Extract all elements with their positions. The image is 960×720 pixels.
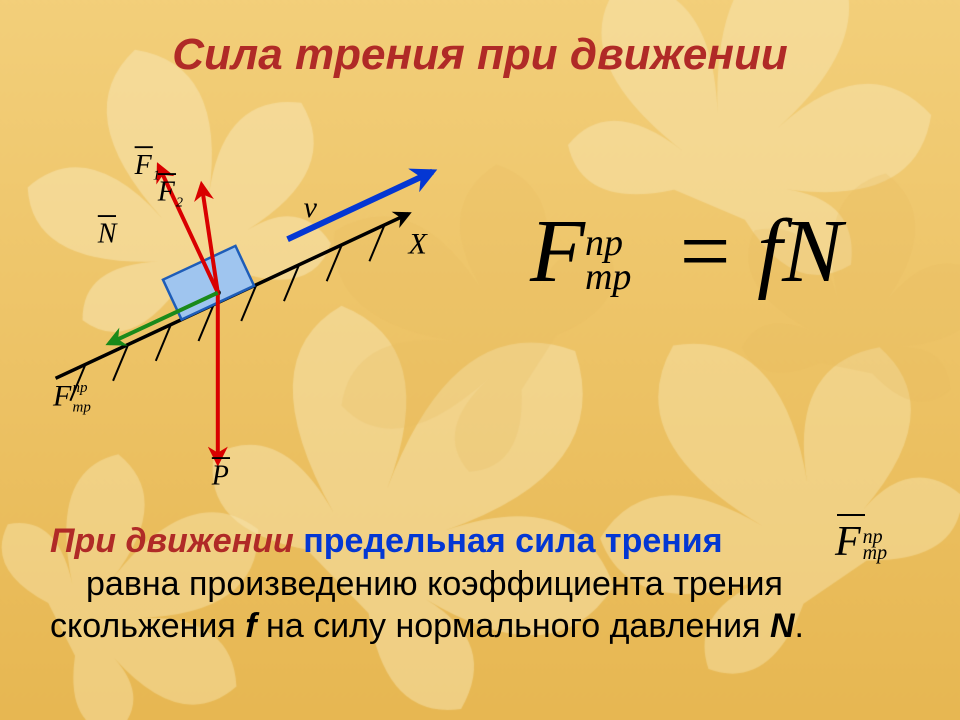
formula-F: F [835,519,861,565]
body-hl-motion: При движении [50,522,294,560]
body-paragraph: При движении предельная сила трения равн… [50,520,835,648]
svg-text:N: N [97,219,118,250]
svg-text:F: F [52,379,72,412]
svg-text:X: X [408,227,429,260]
equation-rhs: fN [757,202,842,301]
body-inline-formula: Fпртр [835,518,887,566]
svg-text:F: F [134,150,153,181]
slide-title: Сила трения при движении [0,30,960,80]
body-dot: . [795,607,804,645]
equation-eq: = [651,202,757,301]
svg-text:тр: тр [73,399,92,415]
force-diagram: XvPNF1F2Fпртр [30,120,470,500]
formula-subsup: пртр [863,529,887,561]
body-text-3: на силу нормального давления [257,607,770,645]
svg-text:P: P [211,461,229,492]
svg-text:v: v [304,191,318,224]
content-layer: Сила трения при движении XvPNF1F2Fпртр F… [0,0,960,720]
equation-sub: тр [585,256,631,298]
body-f: f [245,607,256,645]
body-N: N [770,607,795,645]
equation-F: F [530,202,585,301]
svg-text:F: F [157,177,176,208]
svg-text:2: 2 [176,195,183,210]
formula-bar [837,514,865,516]
svg-text:пр: пр [73,380,89,396]
body-hl-friction: предельная сила трения [294,522,723,560]
main-equation: Fпртр = fN [530,200,842,303]
formula-sub: тр [863,542,887,564]
equation-subsup: пртр [585,226,631,294]
